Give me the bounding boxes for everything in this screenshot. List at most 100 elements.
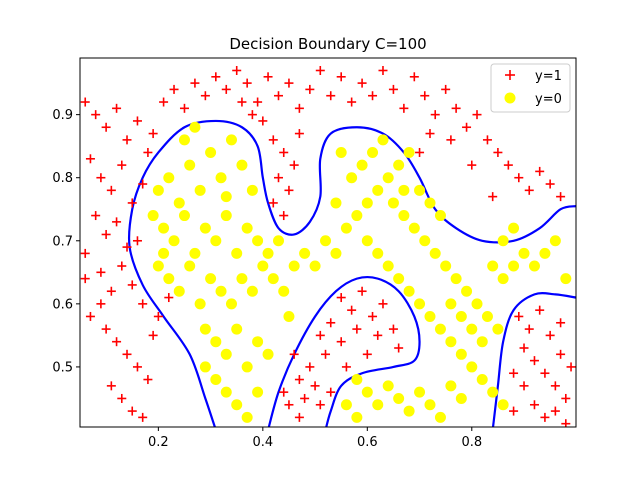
point-y0-122 <box>147 210 159 222</box>
point-y0-76 <box>424 197 436 209</box>
point-y0-2 <box>173 197 185 209</box>
axes-frame <box>79 57 577 428</box>
point-y0-71 <box>461 285 473 297</box>
point-y1-110 <box>305 362 315 372</box>
point-y1-84 <box>258 116 268 126</box>
y-tick-label-0: 0.5 <box>52 360 73 375</box>
point-y0-87 <box>455 348 467 360</box>
point-y0-42 <box>220 348 232 360</box>
point-y0-3 <box>184 159 196 171</box>
point-y1-34 <box>164 293 174 303</box>
point-y1-8 <box>96 173 106 183</box>
point-y0-16 <box>220 210 232 222</box>
point-y0-28 <box>215 285 227 297</box>
point-y1-20 <box>127 280 137 290</box>
point-y0-81 <box>393 273 405 285</box>
point-y0-58 <box>393 159 405 171</box>
point-y1-109 <box>321 349 331 359</box>
point-y1-95 <box>336 293 346 303</box>
point-y0-120 <box>335 146 347 158</box>
point-y0-102 <box>549 235 561 247</box>
point-y1-60 <box>368 91 378 101</box>
point-y1-59 <box>357 78 367 88</box>
point-y0-25 <box>184 260 196 272</box>
point-y1-79 <box>488 192 498 202</box>
legend-marker-y1 <box>505 70 515 80</box>
point-y1-42 <box>179 103 189 113</box>
point-y0-118 <box>455 392 467 404</box>
point-y0-15 <box>210 235 222 247</box>
point-y1-13 <box>101 229 111 239</box>
point-y1-29 <box>117 393 127 403</box>
point-y1-118 <box>279 387 289 397</box>
point-y0-56 <box>372 184 384 196</box>
point-y0-94 <box>466 323 478 335</box>
point-y1-87 <box>289 160 299 170</box>
point-y1-35 <box>96 299 106 309</box>
point-y1-30 <box>127 406 137 416</box>
point-y1-1 <box>91 110 101 120</box>
point-y1-132 <box>529 400 539 410</box>
point-y1-102 <box>336 337 346 347</box>
point-y1-90 <box>268 198 278 208</box>
point-y1-111 <box>294 375 304 385</box>
point-y0-99 <box>518 247 530 259</box>
point-y1-61 <box>378 65 388 75</box>
point-y0-22 <box>152 260 164 272</box>
point-y1-70 <box>472 110 482 120</box>
point-y1-86 <box>279 147 289 157</box>
point-y0-48 <box>220 386 232 398</box>
point-y0-35 <box>288 260 300 272</box>
point-y0-110 <box>393 392 405 404</box>
point-y1-40 <box>159 97 169 107</box>
point-y0-39 <box>330 247 342 259</box>
point-y1-14 <box>112 217 122 227</box>
point-y0-100 <box>528 260 540 272</box>
point-y0-4 <box>194 184 206 196</box>
point-y0-50 <box>241 411 253 423</box>
point-y1-114 <box>284 400 294 410</box>
point-y1-26 <box>132 362 142 372</box>
point-y0-121 <box>398 184 410 196</box>
point-y1-39 <box>148 129 158 139</box>
point-y0-52 <box>199 361 211 373</box>
point-y0-53 <box>340 222 352 234</box>
point-y0-54 <box>351 210 363 222</box>
point-y0-90 <box>487 386 499 398</box>
point-y1-51 <box>274 91 284 101</box>
point-y0-32 <box>257 260 269 272</box>
y-tick-label-4: 0.9 <box>52 108 73 123</box>
point-y1-22 <box>85 311 95 321</box>
point-y1-131 <box>519 381 529 391</box>
point-y1-92 <box>294 129 304 139</box>
point-y0-21 <box>273 235 285 247</box>
point-y0-65 <box>398 210 410 222</box>
point-y0-34 <box>278 285 290 297</box>
point-y1-38 <box>138 179 148 189</box>
point-y1-66 <box>430 110 440 120</box>
point-y1-101 <box>315 330 325 340</box>
point-y1-104 <box>373 330 383 340</box>
point-y0-46 <box>262 348 274 360</box>
point-y1-54 <box>305 84 315 94</box>
x-tick-label-2: 0.6 <box>357 435 378 450</box>
point-y1-37 <box>132 236 142 246</box>
point-y0-119 <box>330 197 342 209</box>
point-y1-16 <box>80 248 90 258</box>
point-y1-64 <box>409 72 419 82</box>
point-y0-70 <box>450 273 462 285</box>
point-y1-68 <box>451 103 461 113</box>
point-y1-75 <box>524 185 534 195</box>
point-y1-73 <box>503 160 513 170</box>
point-y1-45 <box>211 72 221 82</box>
point-y0-88 <box>466 361 478 373</box>
point-y0-109 <box>382 380 394 392</box>
point-y1-89 <box>284 185 294 195</box>
point-y1-56 <box>326 91 336 101</box>
point-y1-105 <box>388 324 398 334</box>
point-y1-50 <box>263 72 273 82</box>
point-y0-95 <box>476 336 488 348</box>
point-y1-36 <box>80 274 90 284</box>
point-y0-105 <box>508 222 520 234</box>
point-y1-81 <box>446 135 456 145</box>
